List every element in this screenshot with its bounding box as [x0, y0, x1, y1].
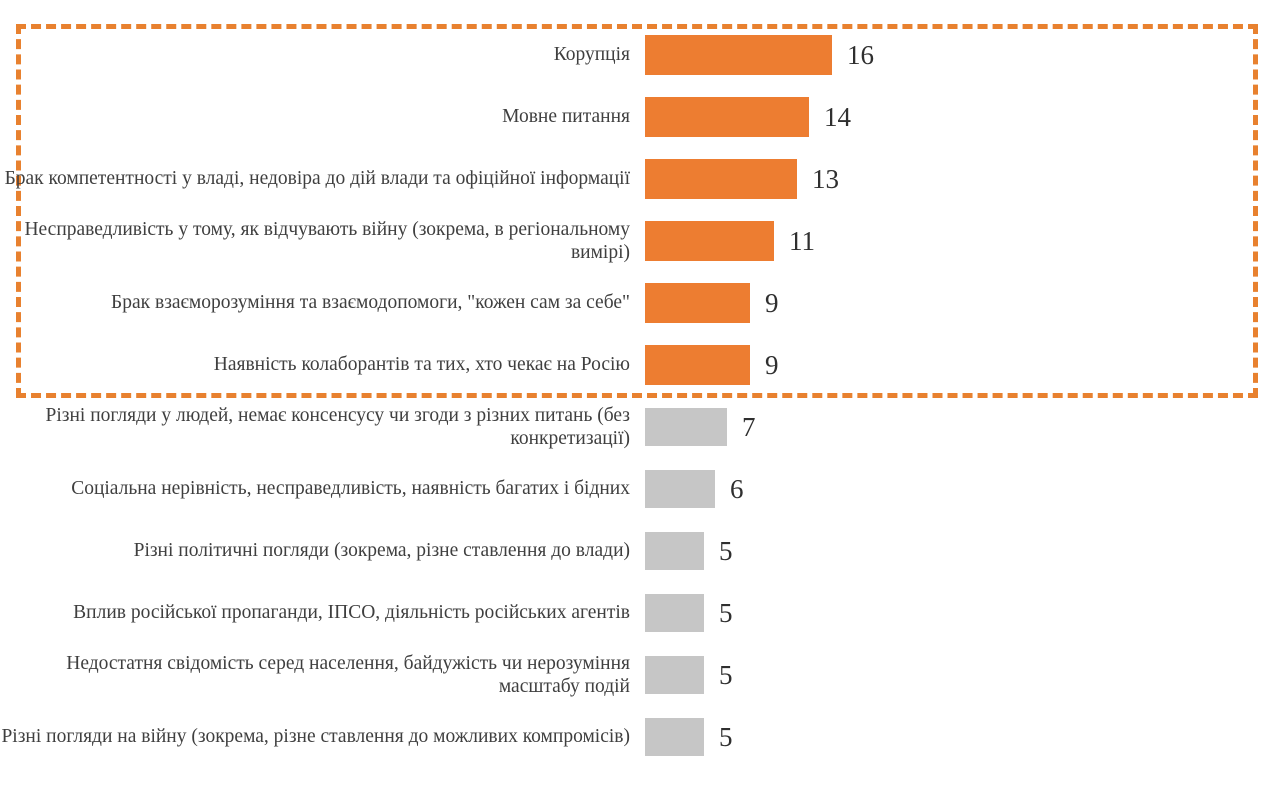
category-label: Брак взаєморозуміння та взаємодопомоги, …: [111, 292, 630, 314]
bar-row: Різні політичні погляди (зокрема, різне …: [0, 520, 1280, 582]
value-label: 16: [847, 39, 874, 70]
bar-row: Різні погляди у людей, немає консенсусу …: [0, 396, 1280, 458]
value-label: 5: [719, 721, 733, 752]
bar-row: Соціальна нерівність, несправедливість, …: [0, 458, 1280, 520]
bar: [645, 97, 809, 137]
category-label: Різні погляди на війну (зокрема, різне с…: [1, 726, 630, 748]
value-label: 9: [765, 349, 779, 380]
category-label: Наявність колаборантів та тих, хто чекає…: [213, 354, 630, 376]
bar: [645, 532, 704, 570]
category-label: Брак компетентності у владі, недовіра до…: [4, 168, 630, 190]
bar-row: Недостатня свідомість серед населення, б…: [0, 644, 1280, 706]
bar: [645, 283, 750, 323]
bar-row: Брак компетентності у владі, недовіра до…: [0, 148, 1280, 210]
value-label: 7: [742, 411, 756, 442]
category-label: Несправедливість у тому, як відчувають в…: [24, 218, 630, 263]
bar: [645, 408, 727, 446]
bar: [645, 159, 797, 199]
value-label: 14: [824, 101, 851, 132]
category-label: Недостатня свідомість серед населення, б…: [66, 652, 630, 697]
category-label: Вплив російської пропаганди, ІПСО, діяль…: [73, 602, 630, 624]
bar: [645, 656, 704, 694]
category-label: Соціальна нерівність, несправедливість, …: [71, 478, 630, 500]
value-label: 13: [812, 163, 839, 194]
bar-row: Вплив російської пропаганди, ІПСО, діяль…: [0, 582, 1280, 644]
value-label: 11: [789, 225, 815, 256]
category-label: Корупція: [553, 44, 630, 66]
category-label: Мовне питання: [502, 106, 630, 128]
bar-row: Різні погляди на війну (зокрема, різне с…: [0, 706, 1280, 768]
value-label: 6: [730, 473, 744, 504]
bar: [645, 594, 704, 632]
bar-row: Наявність колаборантів та тих, хто чекає…: [0, 334, 1280, 396]
value-label: 5: [719, 535, 733, 566]
category-label: Різні політичні погляди (зокрема, різне …: [133, 540, 630, 562]
bar-row: Несправедливість у тому, як відчувають в…: [0, 210, 1280, 272]
bar: [645, 35, 832, 75]
bar-row: Мовне питання 14: [0, 86, 1280, 148]
bar-row: Брак взаєморозуміння та взаємодопомоги, …: [0, 272, 1280, 334]
bar-chart-rows: Корупція 16 Мовне питання 14 Брак компет…: [0, 24, 1280, 768]
category-label: Різні погляди у людей, немає консенсусу …: [45, 404, 630, 449]
value-label: 5: [719, 659, 733, 690]
bar: [645, 718, 704, 756]
bar-row: Корупція 16: [0, 24, 1280, 86]
bar: [645, 345, 750, 385]
bar: [645, 470, 715, 508]
value-label: 5: [719, 597, 733, 628]
value-label: 9: [765, 287, 779, 318]
bar: [645, 221, 774, 261]
